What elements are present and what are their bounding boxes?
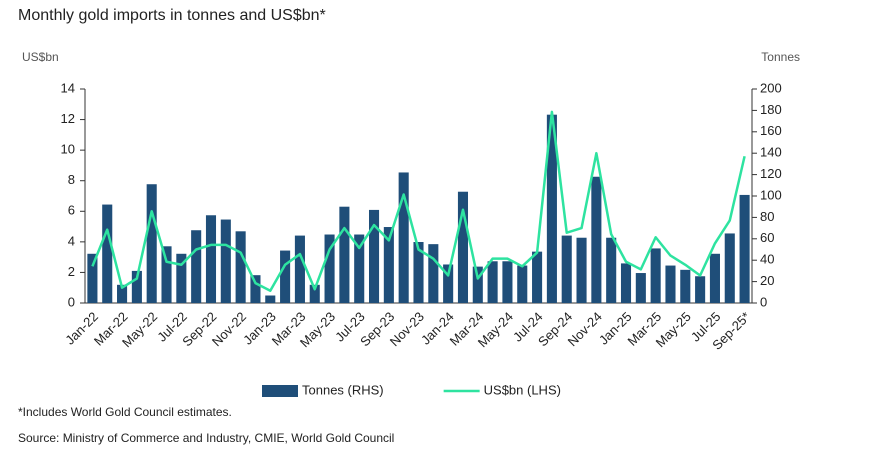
chart-title: Monthly gold imports in tonnes and US$bn… — [18, 7, 326, 24]
y-tick-label: 8 — [68, 172, 75, 187]
bar — [487, 261, 498, 303]
bar — [546, 114, 557, 304]
y2-tick-label: 180 — [760, 102, 782, 117]
bar — [398, 172, 409, 303]
y-tick-label: 4 — [68, 233, 75, 248]
bar — [117, 284, 128, 303]
y-tick-label: 6 — [68, 203, 75, 218]
bar — [294, 235, 305, 303]
bar — [724, 233, 735, 303]
bar — [309, 284, 320, 303]
legend-label: Tonnes (RHS) — [302, 382, 384, 397]
bar — [413, 242, 424, 303]
y-tick-label: 14 — [61, 80, 75, 95]
bar — [443, 264, 454, 303]
bar — [354, 234, 365, 303]
line — [91, 110, 746, 293]
bar — [457, 191, 469, 303]
y2-tick-label: 160 — [760, 123, 782, 138]
bar — [324, 234, 335, 303]
bar — [87, 253, 98, 303]
bar — [191, 230, 202, 303]
bar — [635, 273, 646, 303]
y2-tick-label: 120 — [760, 166, 782, 181]
y2-tick-label: 20 — [760, 273, 774, 288]
bar — [650, 248, 661, 303]
bar — [102, 204, 113, 303]
bar — [265, 295, 276, 303]
bar — [339, 206, 350, 303]
footnote: *Includes World Gold Council estimates. — [18, 405, 232, 419]
bar — [502, 261, 513, 303]
y-tick-label: 2 — [68, 264, 75, 279]
bar — [368, 209, 380, 303]
bar — [680, 269, 691, 303]
y2-axis-title: Tonnes — [761, 50, 800, 64]
bar — [146, 184, 157, 303]
y2-tick-label: 140 — [760, 145, 782, 160]
bar — [383, 227, 394, 303]
bar — [131, 270, 142, 303]
bar — [695, 276, 706, 303]
bar — [250, 275, 261, 303]
y-tick-label: 0 — [68, 294, 75, 309]
bar — [428, 244, 439, 303]
bar — [532, 251, 543, 303]
y2-tick-label: 100 — [760, 187, 782, 202]
bar — [517, 265, 528, 303]
bar — [472, 266, 483, 303]
legend-swatch — [262, 385, 298, 397]
y2-tick-label: 60 — [760, 230, 774, 245]
bar — [591, 176, 602, 303]
bar — [709, 253, 720, 303]
y2-tick-label: 80 — [760, 209, 774, 224]
legend-label: US$bn (LHS) — [484, 382, 561, 397]
bar — [205, 215, 217, 303]
y-axis-title: US$bn — [22, 50, 59, 64]
y2-tick-label: 200 — [760, 80, 782, 95]
bar — [280, 250, 291, 303]
bar — [576, 237, 587, 303]
bar — [665, 265, 676, 303]
source: Source: Ministry of Commerce and Industr… — [18, 431, 394, 445]
bar — [176, 253, 187, 303]
bar — [606, 237, 617, 303]
bar — [220, 219, 231, 303]
bar — [561, 235, 572, 303]
bar — [739, 194, 750, 303]
y2-tick-label: 40 — [760, 252, 774, 267]
bar — [235, 231, 246, 303]
y-tick-label: 12 — [61, 111, 75, 126]
bar — [161, 246, 172, 303]
bar — [620, 263, 632, 303]
y-tick-label: 10 — [61, 142, 75, 157]
y2-tick-label: 0 — [760, 294, 767, 309]
